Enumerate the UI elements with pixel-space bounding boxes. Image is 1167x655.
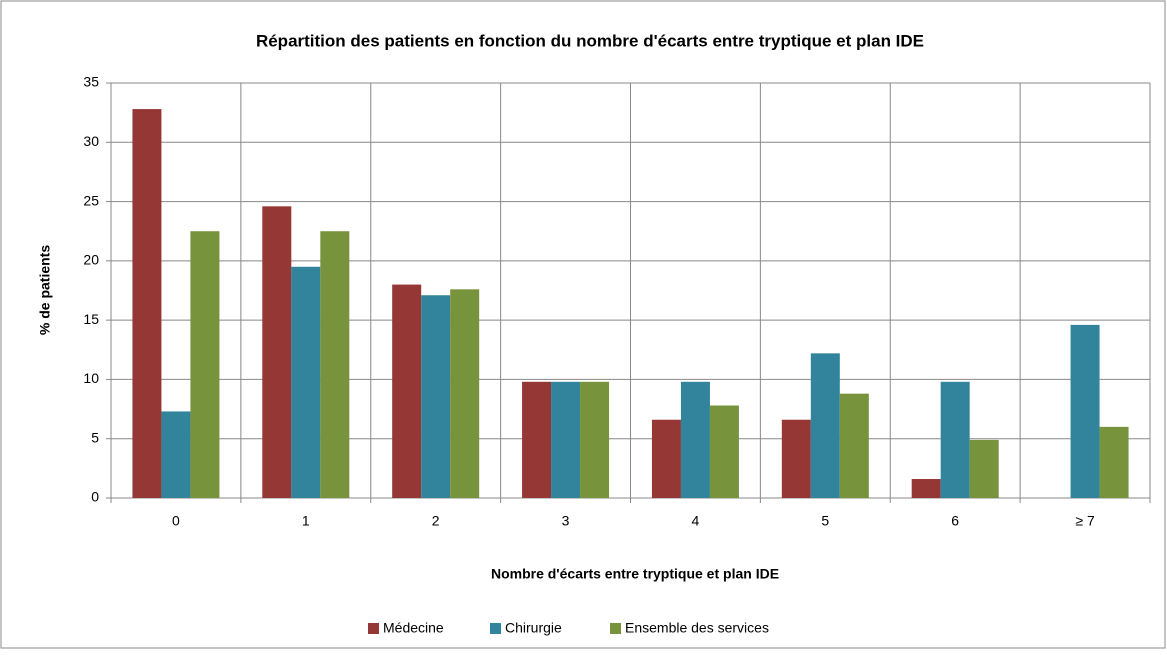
legend-swatch	[490, 623, 501, 634]
bar	[969, 439, 999, 498]
bar	[522, 381, 552, 498]
bar	[839, 393, 869, 498]
bar	[262, 206, 292, 499]
y-axis-title: % de patients	[37, 245, 53, 335]
bar	[651, 419, 681, 498]
bar	[320, 231, 350, 498]
bar	[680, 381, 710, 498]
x-tick-label: 6	[951, 513, 959, 529]
bar	[709, 405, 739, 498]
bar	[161, 411, 191, 498]
y-tick-label: 5	[91, 429, 99, 445]
x-tick-label: 0	[172, 513, 180, 529]
bar	[450, 289, 480, 498]
bar	[781, 419, 811, 498]
legend-label: Chirurgie	[505, 620, 562, 636]
y-tick-label: 20	[83, 252, 99, 268]
bar	[911, 479, 941, 498]
bar	[551, 381, 581, 498]
legend-swatch	[368, 623, 379, 634]
y-tick-label: 25	[83, 192, 99, 208]
bar	[190, 231, 220, 498]
x-tick-label: 1	[302, 513, 310, 529]
x-tick-label: ≥ 7	[1075, 513, 1095, 529]
bar	[940, 381, 970, 498]
y-tick-label: 15	[83, 311, 99, 327]
bar	[421, 295, 451, 498]
x-tick-label: 3	[562, 513, 570, 529]
y-tick-label: 30	[83, 133, 99, 149]
legend-swatch	[610, 623, 621, 634]
x-axis-title: Nombre d'écarts entre tryptique et plan …	[491, 566, 779, 582]
y-tick-label: 10	[83, 370, 99, 386]
x-tick-label: 4	[692, 513, 700, 529]
legend-label: Ensemble des services	[625, 620, 769, 636]
bar	[810, 353, 840, 498]
x-tick-label: 2	[432, 513, 440, 529]
bar	[1070, 324, 1100, 498]
y-tick-label: 0	[91, 489, 99, 505]
legend-label: Médecine	[383, 620, 444, 636]
bar	[580, 381, 610, 498]
x-tick-label: 5	[821, 513, 829, 529]
y-tick-label: 35	[83, 74, 99, 90]
bar	[132, 109, 162, 498]
chart-title: Répartition des patients en fonction du …	[256, 31, 924, 50]
bar	[291, 266, 321, 498]
bar	[1099, 426, 1129, 498]
bar	[392, 284, 422, 498]
